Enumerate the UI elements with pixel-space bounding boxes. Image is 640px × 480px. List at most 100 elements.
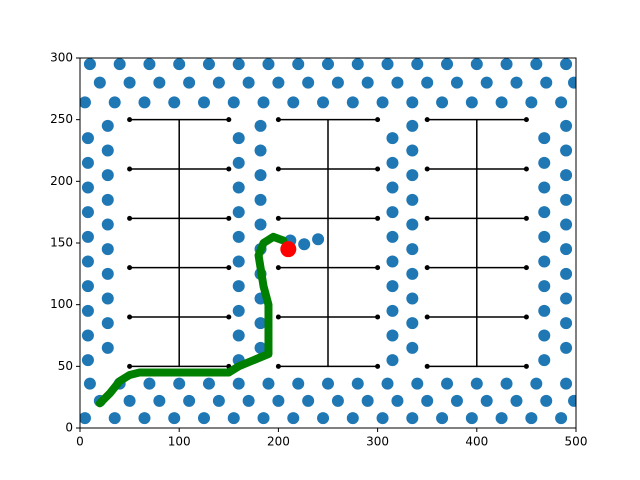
point bbox=[168, 412, 181, 425]
point bbox=[406, 412, 419, 425]
point bbox=[101, 317, 114, 330]
point bbox=[183, 394, 196, 407]
point bbox=[232, 181, 245, 194]
point bbox=[212, 394, 225, 407]
point bbox=[361, 394, 374, 407]
point bbox=[108, 412, 121, 425]
point bbox=[406, 267, 419, 280]
point bbox=[80, 96, 91, 109]
point bbox=[143, 377, 156, 390]
point bbox=[480, 76, 493, 89]
point bbox=[538, 156, 551, 169]
point bbox=[406, 317, 419, 330]
line-marker bbox=[127, 166, 133, 172]
line-marker bbox=[226, 215, 232, 221]
point bbox=[411, 58, 424, 71]
point bbox=[386, 230, 399, 243]
point bbox=[538, 255, 551, 268]
line-marker bbox=[226, 314, 232, 320]
point bbox=[101, 292, 114, 305]
point bbox=[500, 377, 513, 390]
point bbox=[292, 58, 305, 71]
point bbox=[254, 218, 267, 231]
line-marker bbox=[523, 363, 529, 369]
point bbox=[183, 76, 196, 89]
point bbox=[81, 280, 94, 293]
point bbox=[530, 377, 543, 390]
point bbox=[101, 341, 114, 354]
line-marker bbox=[523, 314, 529, 320]
y-tick-label: 300 bbox=[50, 51, 73, 65]
point bbox=[406, 243, 419, 256]
point bbox=[81, 181, 94, 194]
x-tick-label: 400 bbox=[465, 435, 488, 449]
point bbox=[386, 329, 399, 342]
line bbox=[178, 118, 478, 368]
point bbox=[101, 119, 114, 132]
point bbox=[242, 394, 255, 407]
point bbox=[317, 96, 330, 109]
point bbox=[143, 58, 156, 71]
point bbox=[540, 394, 553, 407]
point bbox=[560, 169, 573, 182]
point bbox=[560, 193, 573, 206]
point bbox=[538, 354, 551, 367]
point bbox=[287, 412, 300, 425]
point bbox=[450, 76, 463, 89]
point bbox=[322, 58, 334, 71]
point bbox=[465, 412, 478, 425]
point bbox=[540, 76, 553, 89]
point bbox=[202, 377, 215, 390]
point bbox=[351, 58, 364, 71]
point bbox=[560, 243, 573, 256]
point bbox=[386, 181, 399, 194]
point bbox=[292, 377, 305, 390]
point bbox=[254, 169, 267, 182]
line-marker bbox=[523, 117, 529, 123]
point bbox=[272, 394, 285, 407]
point bbox=[450, 394, 463, 407]
point bbox=[81, 255, 94, 268]
point bbox=[568, 76, 576, 89]
point bbox=[232, 304, 245, 317]
point bbox=[436, 412, 449, 425]
point bbox=[406, 341, 419, 354]
point bbox=[232, 255, 245, 268]
point bbox=[298, 238, 311, 251]
line-marker bbox=[375, 363, 381, 369]
point bbox=[560, 292, 573, 305]
point bbox=[406, 119, 419, 132]
point bbox=[108, 96, 121, 109]
point bbox=[386, 255, 399, 268]
line-marker bbox=[226, 265, 232, 271]
point bbox=[83, 377, 96, 390]
point bbox=[101, 218, 114, 231]
line-marker bbox=[275, 265, 281, 271]
point bbox=[560, 119, 573, 132]
point bbox=[495, 96, 508, 109]
point bbox=[568, 394, 576, 407]
point bbox=[538, 206, 551, 219]
point bbox=[510, 394, 523, 407]
line-marker bbox=[375, 166, 381, 172]
point bbox=[227, 96, 240, 109]
point bbox=[254, 193, 267, 206]
point bbox=[386, 304, 399, 317]
point bbox=[302, 76, 315, 89]
point bbox=[436, 96, 449, 109]
point bbox=[153, 394, 166, 407]
x-tick-label: 100 bbox=[168, 435, 191, 449]
line-marker bbox=[275, 314, 281, 320]
point bbox=[81, 230, 94, 243]
point bbox=[198, 96, 210, 109]
point bbox=[173, 377, 186, 390]
line-marker bbox=[226, 117, 232, 123]
point bbox=[470, 377, 483, 390]
point bbox=[81, 156, 94, 169]
line-marker bbox=[424, 363, 430, 369]
point bbox=[81, 132, 94, 145]
y-tick-label: 250 bbox=[50, 112, 73, 126]
line-marker bbox=[275, 363, 281, 369]
point bbox=[538, 230, 551, 243]
point bbox=[212, 76, 225, 89]
